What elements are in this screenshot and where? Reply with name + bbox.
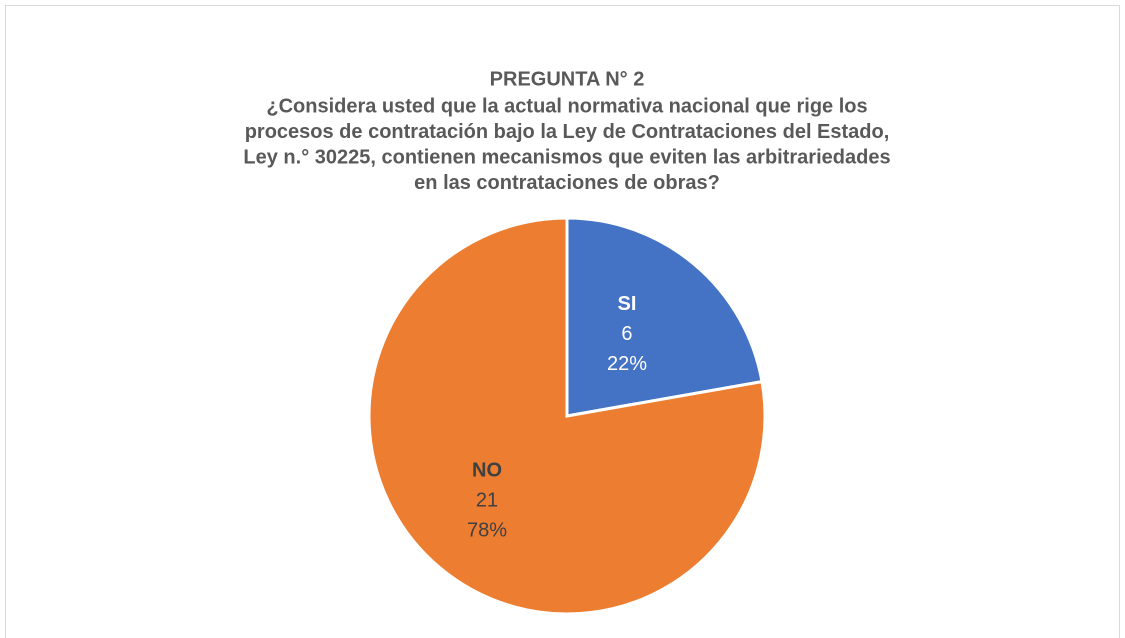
pie-slice [367,216,767,616]
slice-percent: 22% [607,353,647,375]
chart-subtitle: Ley n.° 30225, contienen mecanismos que … [243,146,890,168]
chart-subtitle: ¿Considera usted que la actual normativa… [266,95,867,117]
chart-title: PREGUNTA N° 2 [490,68,645,90]
slice-category: SI [618,293,637,315]
pie-slice [565,216,764,418]
slice-percent: 78% [467,520,507,542]
slice-value: 21 [476,490,498,512]
chart-subtitle: procesos de contratación bajo la Ley de … [245,121,890,143]
slice-value: 6 [621,323,632,345]
chart-subtitle: en las contrataciones de obras? [414,172,720,194]
slice-category: NO [472,460,502,482]
